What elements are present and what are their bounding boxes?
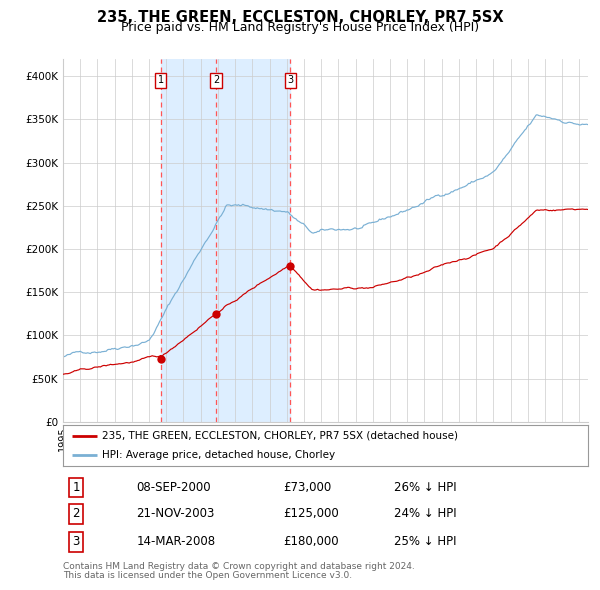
Text: 3: 3 [73, 535, 80, 548]
Text: 1: 1 [73, 481, 80, 494]
Text: 25% ↓ HPI: 25% ↓ HPI [394, 535, 456, 548]
Text: £125,000: £125,000 [284, 507, 339, 520]
Text: 24% ↓ HPI: 24% ↓ HPI [394, 507, 457, 520]
Text: 235, THE GREEN, ECCLESTON, CHORLEY, PR7 5SX: 235, THE GREEN, ECCLESTON, CHORLEY, PR7 … [97, 10, 503, 25]
Text: 1: 1 [158, 76, 164, 86]
Text: 235, THE GREEN, ECCLESTON, CHORLEY, PR7 5SX (detached house): 235, THE GREEN, ECCLESTON, CHORLEY, PR7 … [103, 431, 458, 441]
Text: 14-MAR-2008: 14-MAR-2008 [137, 535, 215, 548]
Text: This data is licensed under the Open Government Licence v3.0.: This data is licensed under the Open Gov… [63, 571, 352, 579]
Text: 08-SEP-2000: 08-SEP-2000 [137, 481, 211, 494]
Text: Price paid vs. HM Land Registry's House Price Index (HPI): Price paid vs. HM Land Registry's House … [121, 21, 479, 34]
Text: 21-NOV-2003: 21-NOV-2003 [137, 507, 215, 520]
Text: 2: 2 [213, 76, 219, 86]
Text: £180,000: £180,000 [284, 535, 339, 548]
Text: £73,000: £73,000 [284, 481, 332, 494]
Text: 26% ↓ HPI: 26% ↓ HPI [394, 481, 457, 494]
Bar [161, 59, 290, 422]
Text: 3: 3 [287, 76, 293, 86]
Text: HPI: Average price, detached house, Chorley: HPI: Average price, detached house, Chor… [103, 450, 335, 460]
Text: Contains HM Land Registry data © Crown copyright and database right 2024.: Contains HM Land Registry data © Crown c… [63, 562, 415, 571]
Text: 2: 2 [73, 507, 80, 520]
